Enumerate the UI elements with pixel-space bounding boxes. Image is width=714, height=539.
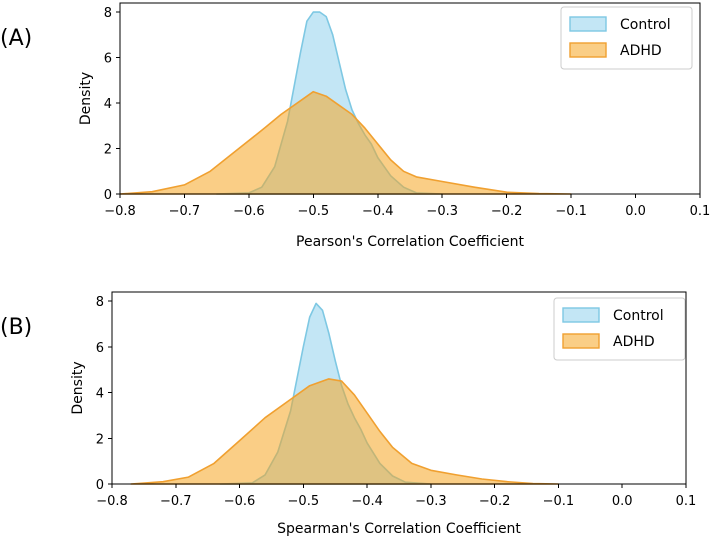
x-tick-label: 0.0 — [612, 494, 633, 509]
y-tick-label: 8 — [104, 6, 112, 21]
x-tick-label: −0.1 — [555, 204, 587, 219]
x-tick-label: −0.2 — [479, 494, 511, 509]
x-tick-label: −0.3 — [426, 204, 458, 219]
y-axis-label: Density — [70, 361, 86, 414]
x-tick-label: −0.6 — [233, 204, 265, 219]
plot-frame — [119, 2, 701, 195]
x-tick-label: −0.3 — [415, 494, 447, 509]
x-tick-label: −0.1 — [543, 494, 575, 509]
legend-label-adhd: ADHD — [613, 334, 655, 350]
density-area-adhd — [119, 90, 572, 195]
x-tick-label: 0.1 — [676, 494, 697, 509]
density-area-adhd — [130, 378, 560, 485]
x-tick-label: −0.4 — [362, 204, 394, 219]
y-tick-label: 4 — [96, 387, 104, 402]
x-tick-label: −0.8 — [104, 204, 136, 219]
legend: Control ADHD — [560, 6, 693, 70]
y-tick-label: 2 — [104, 143, 112, 158]
legend-label-control: Control — [620, 17, 671, 33]
y-tick-label: 0 — [96, 478, 104, 493]
x-tick-label: 0.0 — [625, 204, 646, 219]
legend-swatch-control — [562, 307, 600, 323]
y-axis-label: Density — [78, 72, 94, 125]
x-tick-label: −0.5 — [288, 494, 320, 509]
panel-label: (B) — [0, 315, 32, 340]
legend-label-control: Control — [613, 308, 664, 324]
x-tick-label: −0.8 — [96, 494, 128, 509]
x-axis-label: Pearson's Correlation Coefficient — [296, 234, 524, 250]
y-tick-label: 4 — [104, 97, 112, 112]
x-axis-label: Spearman's Correlation Coefficient — [277, 521, 521, 537]
panel-label: (A) — [0, 26, 32, 51]
legend-label-adhd: ADHD — [620, 43, 662, 59]
y-tick-label: 6 — [104, 52, 112, 67]
legend-swatch-control — [569, 16, 607, 32]
plot-frame — [111, 291, 687, 485]
x-tick-label: 0.1 — [690, 204, 711, 219]
legend-swatch-adhd — [569, 42, 607, 58]
panel-a: −0.8 −0.7 −0.6 −0.5 −0.4 −0.3 −0.2 −0.1 0.0 0.1 0 2… — [0, 2, 711, 250]
y-tick-label: 2 — [96, 432, 104, 447]
x-tick-label: −0.7 — [160, 494, 192, 509]
x-tick-label: −0.7 — [169, 204, 201, 219]
legend: Control ADHD — [553, 297, 686, 361]
panel-b: −0.8 −0.7 −0.6 −0.5 −0.4 −0.3 −0.2 −0.1 0.0 0.1 0 2… — [0, 291, 697, 537]
y-tick-label: 8 — [96, 295, 104, 310]
x-tick-label: −0.5 — [298, 204, 330, 219]
y-tick-label: 0 — [104, 188, 112, 203]
legend-swatch-adhd — [562, 333, 600, 349]
x-tick-label: −0.2 — [491, 204, 523, 219]
x-tick-label: −0.4 — [351, 494, 383, 509]
y-tick-label: 6 — [96, 341, 104, 356]
x-tick-label: −0.6 — [224, 494, 256, 509]
